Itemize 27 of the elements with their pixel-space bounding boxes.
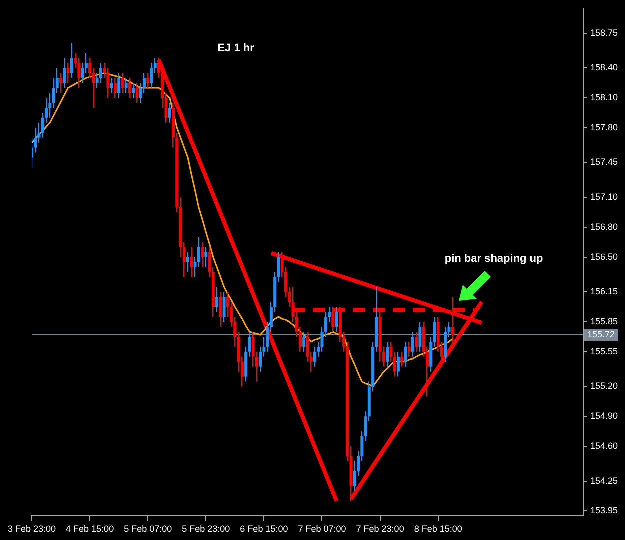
y-tick-label: 157.80 xyxy=(590,122,618,132)
x-tick-label: 7 Feb 23:00 xyxy=(356,524,404,534)
y-tick-label: 156.80 xyxy=(590,222,618,232)
x-tick-label: 7 Feb 07:00 xyxy=(298,524,346,534)
x-tick-label: 3 Feb 23:00 xyxy=(8,524,56,534)
x-tick-label: 6 Feb 15:00 xyxy=(240,524,288,534)
y-tick-label: 154.90 xyxy=(590,411,618,422)
ref-line-label: 155.72 xyxy=(587,329,616,340)
y-tick-label: 158.40 xyxy=(590,62,618,73)
y-tick-label: 156.15 xyxy=(590,286,618,297)
y-tick-label: 155.20 xyxy=(590,381,618,392)
y-tick-label: 156.50 xyxy=(590,252,618,262)
y-tick-label: 155.55 xyxy=(590,346,618,356)
y-tick-label: 154.60 xyxy=(590,440,618,451)
y-tick-label: 153.95 xyxy=(590,506,618,516)
y-tick-label: 157.10 xyxy=(590,192,618,202)
x-tick-label: 5 Feb 07:00 xyxy=(124,524,172,534)
y-tick-label: 154.25 xyxy=(590,476,618,486)
x-tick-label: 8 Feb 15:00 xyxy=(414,524,462,534)
y-tick-label: 157.45 xyxy=(590,157,618,168)
x-tick-label: 5 Feb 23:00 xyxy=(182,524,230,534)
text: EJ 1 hr xyxy=(218,42,256,54)
y-tick-label: 158.75 xyxy=(590,28,618,38)
x-tick-label: 4 Feb 15:00 xyxy=(66,524,114,534)
annotation: pin bar shaping up xyxy=(444,253,544,266)
y-tick-label: 155.85 xyxy=(590,316,618,327)
y-tick-label: 158.10 xyxy=(590,92,618,102)
